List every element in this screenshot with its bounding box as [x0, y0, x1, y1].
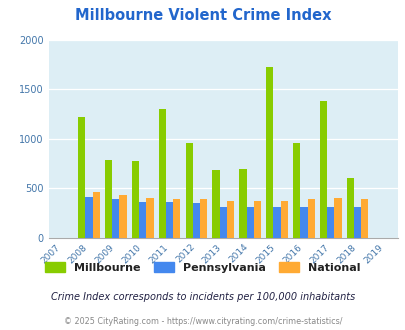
Bar — [219, 208, 226, 238]
Text: © 2025 CityRating.com - https://www.cityrating.com/crime-statistics/: © 2025 CityRating.com - https://www.city… — [64, 317, 341, 326]
Bar — [246, 208, 253, 238]
Bar — [273, 208, 280, 238]
Bar — [185, 143, 192, 238]
Bar — [200, 199, 207, 238]
Text: Millbourne Violent Crime Index: Millbourne Violent Crime Index — [75, 8, 330, 23]
Bar — [105, 160, 112, 238]
Bar — [119, 194, 126, 238]
Bar — [307, 199, 314, 238]
Text: Crime Index corresponds to incidents per 100,000 inhabitants: Crime Index corresponds to incidents per… — [51, 292, 354, 302]
Legend: Millbourne, Pennsylvania, National: Millbourne, Pennsylvania, National — [41, 258, 364, 278]
Bar — [85, 196, 92, 238]
Bar — [173, 199, 180, 238]
Bar — [239, 169, 246, 238]
Bar — [212, 170, 219, 238]
Bar — [319, 101, 326, 238]
Bar — [266, 67, 273, 238]
Bar — [292, 143, 300, 238]
Bar — [360, 199, 368, 238]
Bar — [132, 161, 139, 238]
Bar — [300, 207, 307, 238]
Bar — [326, 208, 334, 238]
Bar — [112, 199, 119, 238]
Bar — [192, 203, 200, 238]
Bar — [158, 109, 166, 238]
Bar — [92, 192, 100, 238]
Bar — [334, 198, 341, 238]
Bar — [253, 201, 260, 238]
Bar — [139, 202, 146, 238]
Bar — [346, 178, 353, 238]
Bar — [226, 201, 234, 238]
Bar — [280, 201, 287, 238]
Bar — [353, 208, 360, 238]
Bar — [78, 117, 85, 238]
Bar — [166, 202, 173, 238]
Bar — [146, 199, 153, 238]
